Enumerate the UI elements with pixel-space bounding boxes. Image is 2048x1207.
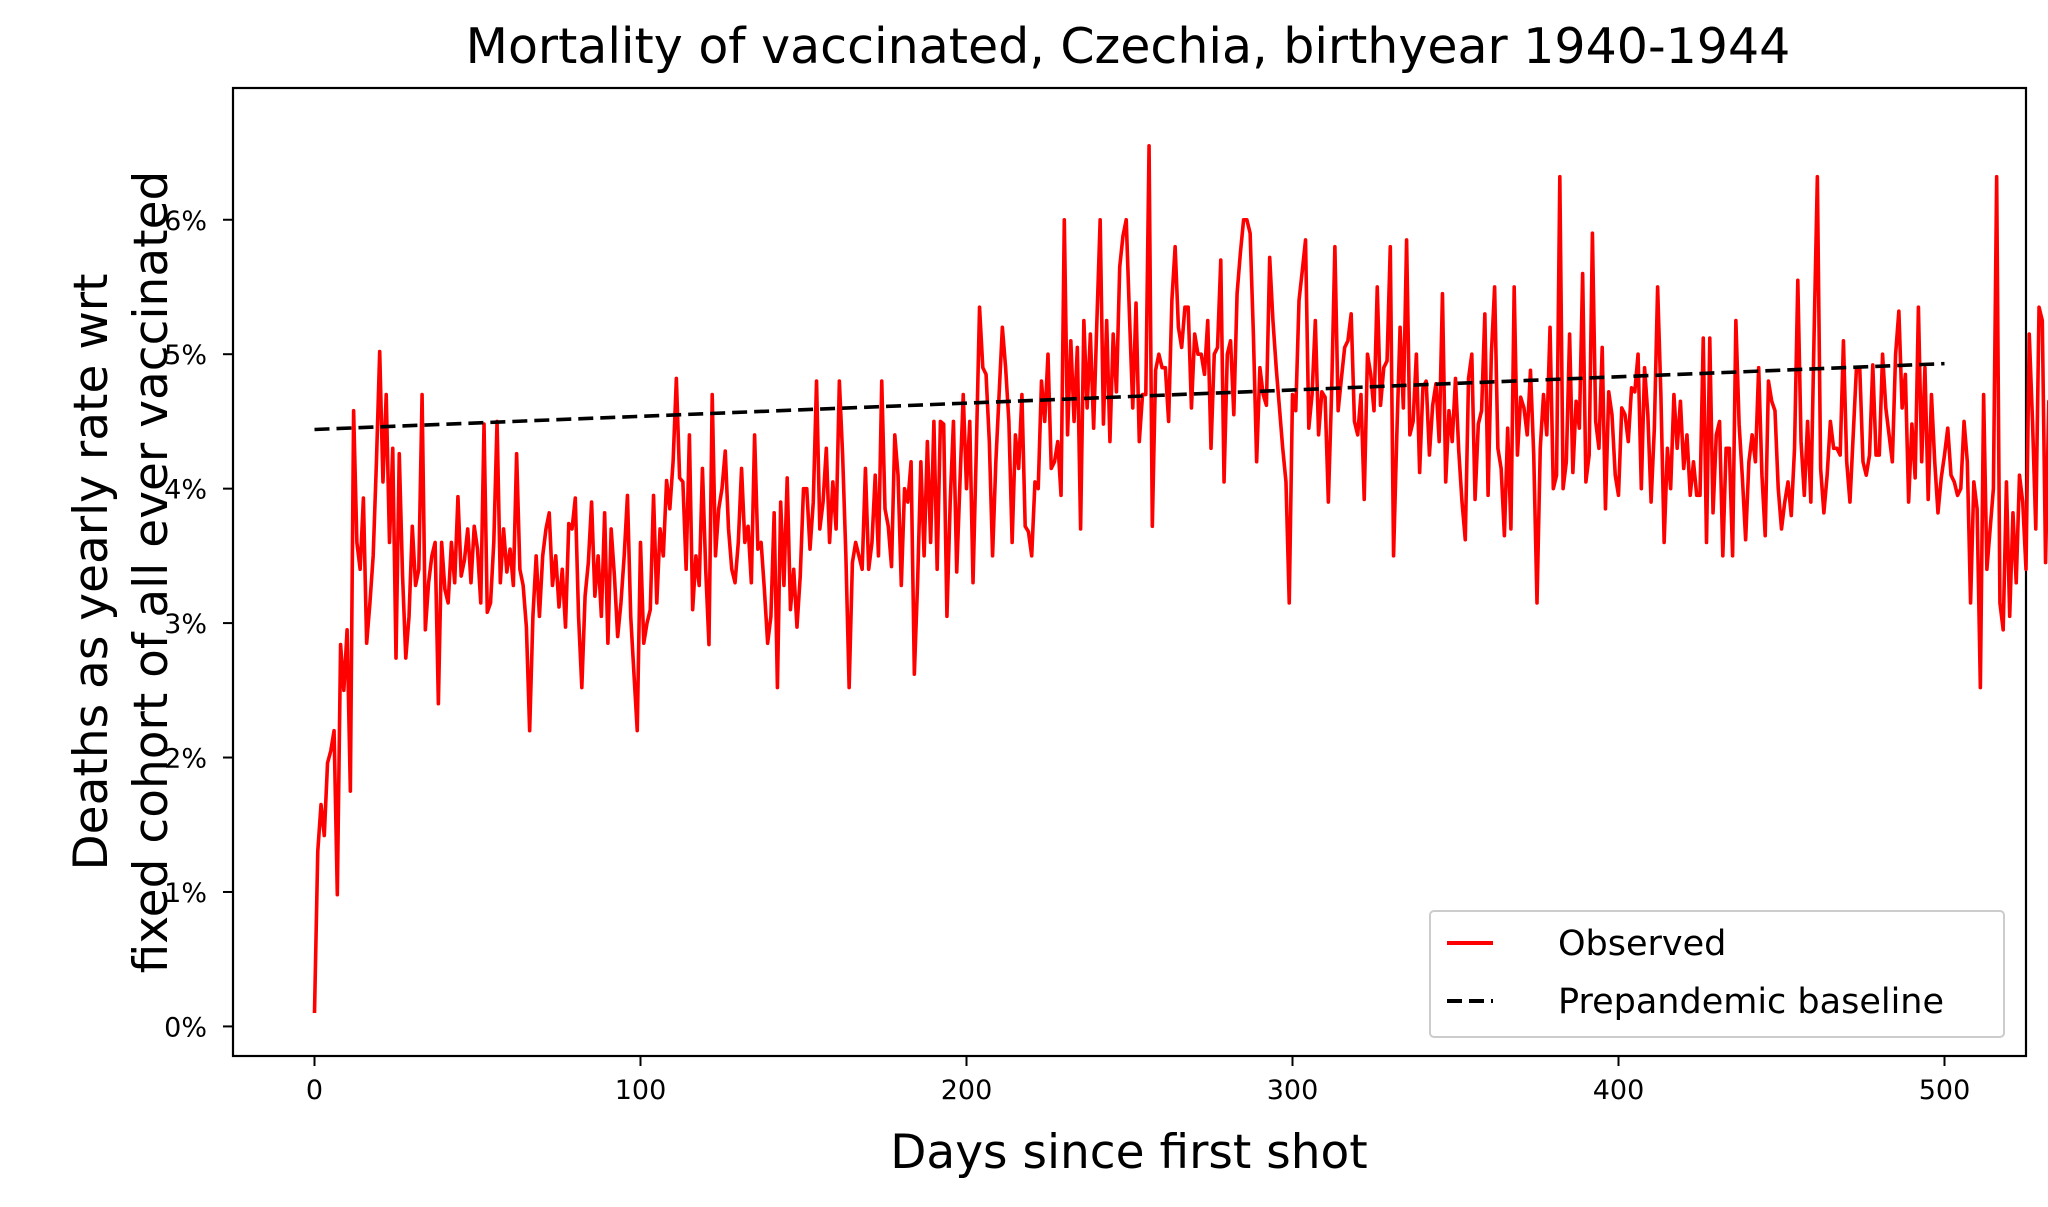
y-axis-label-line1: Deaths as yearly rate wrt	[64, 273, 119, 870]
y-axis-label: Deaths as yearly rate wrt fixed cohort o…	[64, 171, 179, 974]
y-tick-label: 0%	[164, 1012, 207, 1043]
y-tick-label: 2%	[164, 744, 207, 775]
x-tick-label: 400	[1593, 1075, 1645, 1106]
plot-frame	[231, 86, 2028, 1058]
legend: Observed Prepandemic baseline	[1429, 910, 2005, 1038]
x-tick-label: 100	[615, 1075, 667, 1106]
y-axis-ticks: 0% 1% 2% 3% 4% 5% 6%	[164, 206, 233, 1043]
x-tick-label: 300	[1267, 1075, 1319, 1106]
y-tick-label: 1%	[164, 878, 207, 909]
y-tick-label: 4%	[164, 475, 207, 506]
x-tick-label: 200	[941, 1075, 993, 1106]
plot-area: 0 100 200 300 400 500 0% 1% 2% 3% 4% 5% 6%	[164, 86, 2048, 1106]
x-tick-label: 0	[306, 1075, 323, 1106]
series-layer	[312, 144, 2048, 1014]
chart-title: Mortality of vaccinated, Czechia, birthy…	[466, 18, 1791, 75]
x-axis-ticks: 0 100 200 300 400 500	[306, 1056, 1970, 1106]
x-tick-label: 500	[1919, 1075, 1971, 1106]
y-tick-label: 5%	[164, 340, 207, 371]
legend-label-baseline: Prepandemic baseline	[1558, 982, 1944, 1022]
y-tick-label: 3%	[164, 609, 207, 640]
y-tick-label: 6%	[164, 206, 207, 237]
legend-label-observed: Observed	[1558, 924, 1726, 964]
observed-series-line	[312, 144, 2048, 1014]
baseline-series-line	[314, 361, 1945, 432]
y-axis-label-line2: fixed cohort of all ever vaccinated	[124, 171, 179, 974]
x-axis-label: Days since first shot	[890, 1125, 1368, 1180]
legend-frame	[1429, 910, 2005, 1038]
